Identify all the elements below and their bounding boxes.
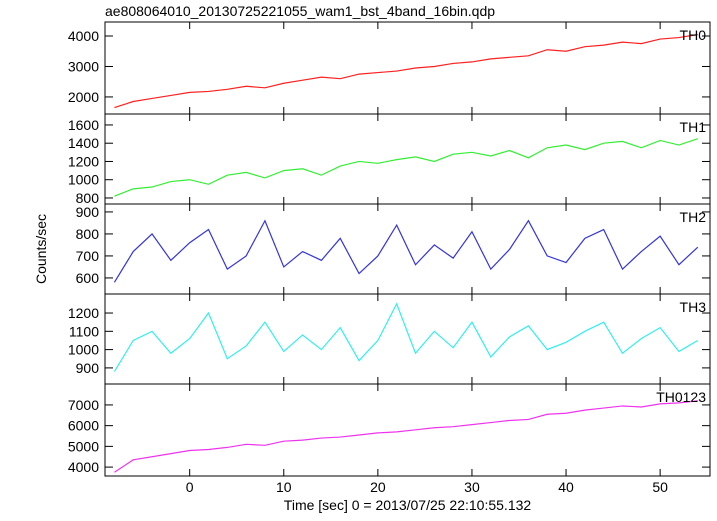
- series-line: [114, 400, 698, 473]
- y-tick-label: 900: [76, 360, 100, 376]
- panel-frame: [104, 113, 711, 205]
- y-tick-label: 700: [76, 248, 100, 264]
- y-tick-label: 1200: [68, 153, 99, 169]
- y-tick-label: 900: [76, 204, 100, 220]
- series-label: TH1: [680, 119, 707, 135]
- x-tick-label: 10: [276, 479, 292, 495]
- y-tick-label: 1200: [68, 305, 99, 321]
- panel-frame: [104, 293, 711, 385]
- x-tick-label: 30: [464, 479, 480, 495]
- y-tick-label: 4000: [68, 459, 99, 475]
- x-tick-label: 0: [186, 479, 194, 495]
- series-line: [114, 138, 698, 197]
- panel-frame: [104, 383, 711, 477]
- series-label: TH2: [680, 209, 707, 225]
- series-line: [114, 33, 698, 109]
- chart-title: ae808064010_20130725221055_wam1_bst_4ban…: [105, 3, 495, 19]
- series-line: [113, 302, 699, 372]
- series-label: TH0: [680, 27, 707, 43]
- panel-frame: [104, 21, 711, 115]
- x-tick-label: 20: [370, 479, 386, 495]
- series-label: TH3: [680, 299, 707, 315]
- y-tick-label: 600: [76, 270, 100, 286]
- y-tick-label: 4000: [68, 28, 99, 44]
- y-tick-label: 1600: [68, 117, 99, 133]
- series-label: TH0123: [656, 389, 706, 405]
- series-line: [113, 219, 699, 283]
- y-tick-label: 1400: [68, 135, 99, 151]
- y-tick-label: 1000: [68, 342, 99, 358]
- x-axis-label: Time [sec] 0 = 2013/07/25 22:10:55.132: [284, 497, 532, 513]
- y-axis-label: Counts/sec: [33, 214, 49, 284]
- y-tick-label: 1100: [69, 323, 99, 339]
- x-tick-label: 50: [652, 479, 668, 495]
- y-tick-label: 800: [76, 226, 100, 242]
- x-tick-label: 40: [558, 479, 574, 495]
- y-tick-label: 3000: [68, 58, 99, 74]
- y-tick-label: 800: [76, 190, 100, 206]
- y-tick-label: 2000: [68, 89, 99, 105]
- y-tick-label: 6000: [68, 418, 99, 434]
- y-tick-label: 7000: [68, 397, 99, 413]
- y-tick-label: 5000: [68, 438, 99, 454]
- y-tick-label: 1000: [68, 172, 99, 188]
